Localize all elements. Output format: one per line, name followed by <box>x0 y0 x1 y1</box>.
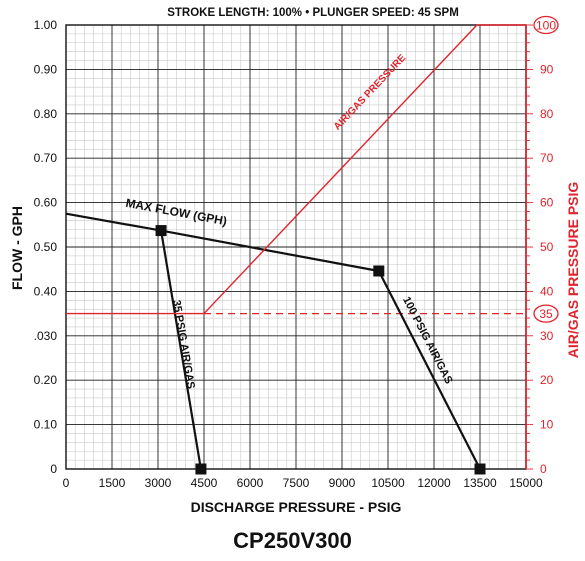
y-axis-label: FLOW - GPH <box>9 206 25 290</box>
y-tick-label: 0.90 <box>34 62 58 76</box>
y2-tick-label: 60 <box>540 196 554 210</box>
series-line <box>377 270 481 470</box>
x-tick-label: 7500 <box>283 476 310 490</box>
y-tick-label: 0.10 <box>34 418 58 432</box>
y-tick-label: 0.80 <box>34 107 58 121</box>
x-tick-label: 12000 <box>417 476 451 490</box>
y-tick-label: 0.40 <box>34 284 58 298</box>
y-tick-label: 0.60 <box>34 196 58 210</box>
y2-tick-label: 10 <box>540 418 554 432</box>
data-point-marker <box>155 225 167 237</box>
y2-tick-label: 20 <box>540 373 554 387</box>
y2-circled-marker <box>533 304 559 323</box>
y-tick-label: 1.00 <box>34 18 58 32</box>
x-tick-label: 15000 <box>509 476 543 490</box>
y2-tick-label: 70 <box>540 151 554 165</box>
y2-tick-label: 30 <box>540 329 554 343</box>
series-label-100-psig: 100 PSIG AIR/GAS <box>400 295 454 386</box>
x-tick-label: 13500 <box>463 476 497 490</box>
y2-tick-label: 80 <box>540 107 554 121</box>
y2-axis-label: AIR/GAS PRESSURE PSIG <box>565 182 581 359</box>
y2-tick-label: 90 <box>540 62 554 76</box>
y2-tick-label: 40 <box>540 284 554 298</box>
x-tick-label: 3000 <box>145 476 172 490</box>
series-line <box>160 230 202 470</box>
chart-grid <box>65 24 527 470</box>
x-tick-label: 10500 <box>371 476 405 490</box>
y2-circled-marker <box>533 15 559 35</box>
chart-title: STROKE LENGTH: 100% • PLUNGER SPEED: 45 … <box>167 7 459 19</box>
y-tick-label: 0 <box>50 462 57 476</box>
x-tick-label: 9000 <box>329 476 356 490</box>
y2-circled-label: 35 <box>539 307 553 321</box>
chart-series <box>65 24 526 475</box>
y-tick-label: .030 <box>34 329 58 343</box>
model-name: CP250V300 <box>233 528 352 553</box>
x-tick-label: 1500 <box>99 476 126 490</box>
x-tick-label: 6000 <box>237 476 264 490</box>
x-axis-label: DISCHARGE PRESSURE - PSIG <box>191 499 402 515</box>
x-tick-label: 0 <box>63 476 70 490</box>
y2-tick-label: 0 <box>540 462 547 476</box>
series-line <box>66 24 526 315</box>
y-tick-label: 0.20 <box>34 373 58 387</box>
y-tick-label: 0.70 <box>34 151 58 165</box>
y2-circled-label: 100 <box>536 19 556 33</box>
y2-tick-label: 50 <box>540 240 554 254</box>
data-point-marker <box>195 463 207 475</box>
data-point-marker <box>373 265 385 277</box>
chart-axes <box>65 24 533 470</box>
data-point-marker <box>474 463 486 475</box>
y-tick-label: 0.50 <box>34 240 58 254</box>
x-tick-label: 4500 <box>191 476 218 490</box>
